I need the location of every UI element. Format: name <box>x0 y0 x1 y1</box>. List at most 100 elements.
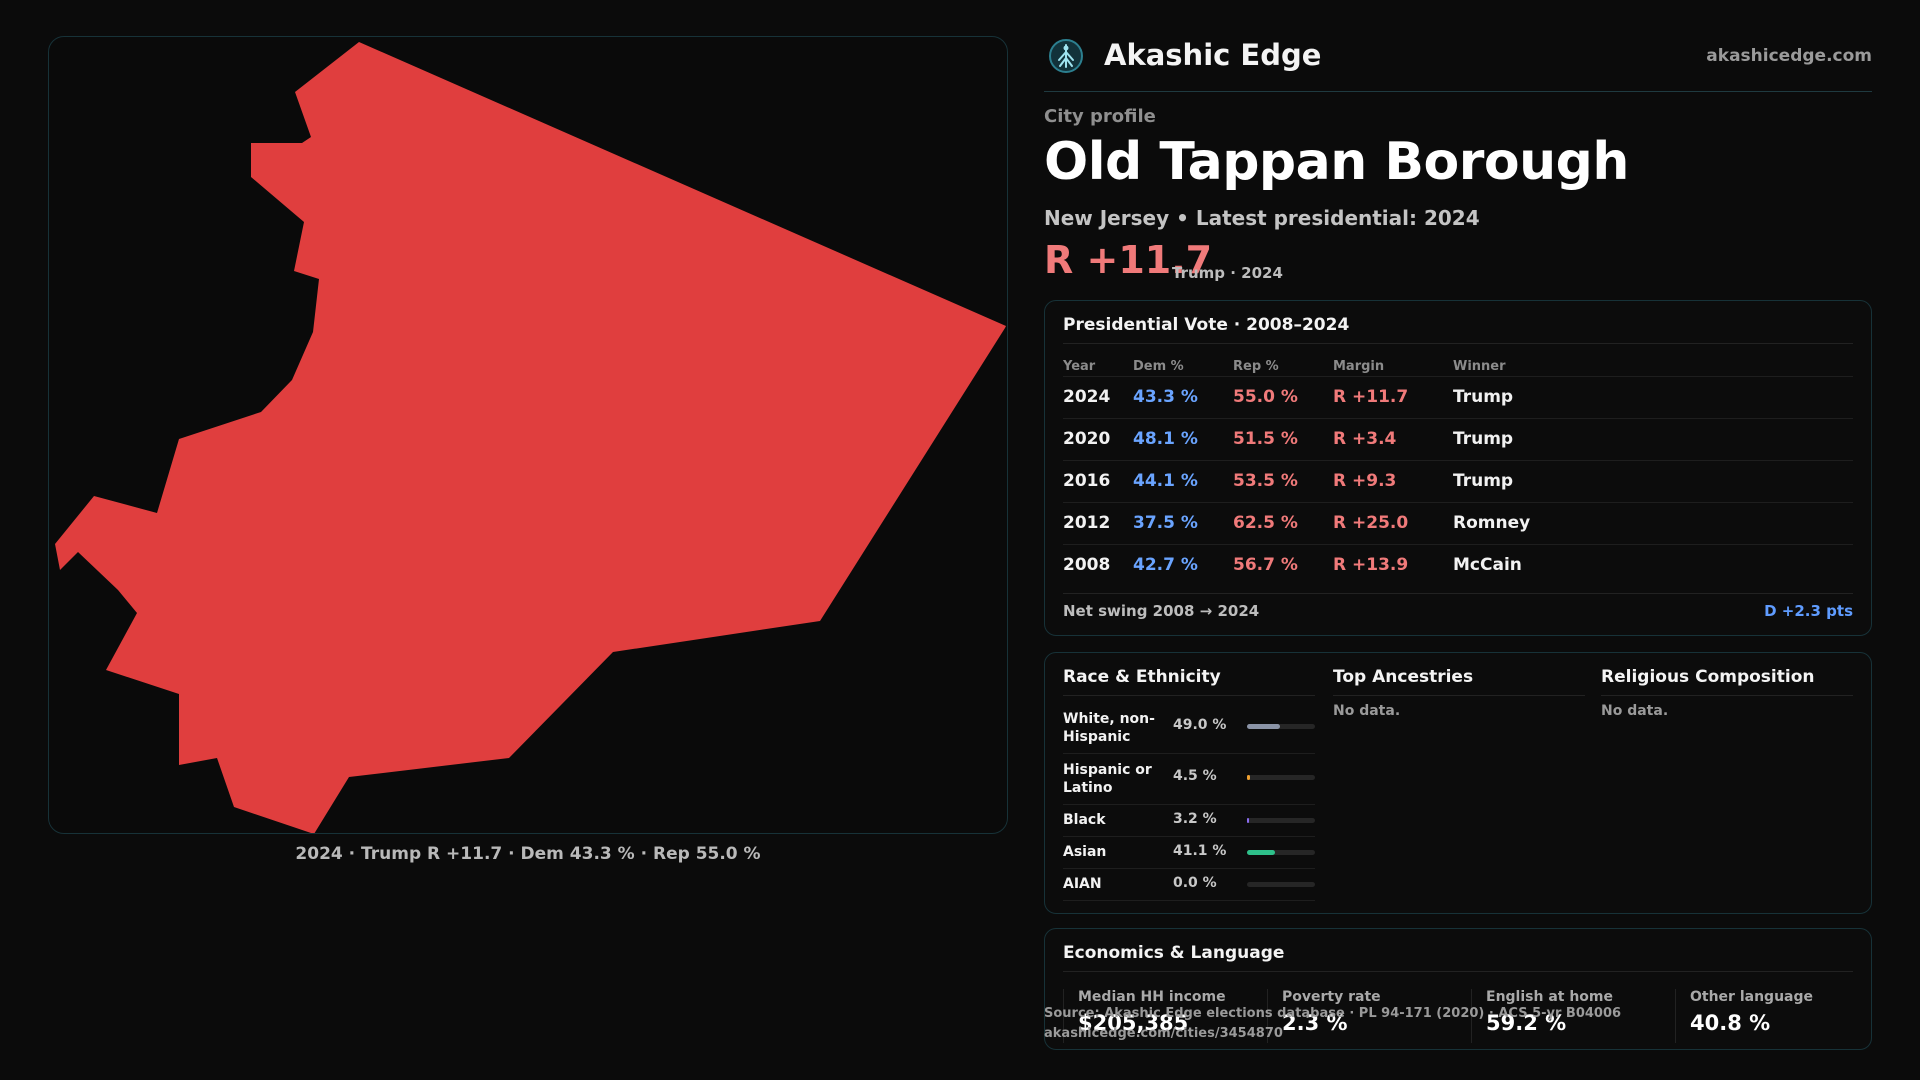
race-bar-track <box>1247 775 1315 780</box>
vote-table-body: 2024 43.3 % 55.0 % R +11.7 Trump 2020 48… <box>1063 376 1853 586</box>
borough-boundary-shape[interactable] <box>55 42 1006 834</box>
divider <box>1601 695 1853 696</box>
net-swing-value: D +2.3 pts <box>1764 602 1853 620</box>
cell-dem: 37.5 % <box>1133 513 1198 533</box>
cell-rep: 51.5 % <box>1233 429 1298 449</box>
card-title: Presidential Vote · 2008–2024 <box>1063 315 1350 335</box>
divider <box>1063 695 1315 696</box>
stat-value: 40.8 % <box>1690 1011 1771 1035</box>
cell-year: 2016 <box>1063 471 1111 491</box>
race-bar-track <box>1247 818 1315 823</box>
divider <box>1333 695 1585 696</box>
headline-margin: R +11.7 <box>1044 238 1213 282</box>
race-value: 41.1 % <box>1173 843 1227 859</box>
section-title: Race & Ethnicity <box>1063 667 1221 687</box>
net-swing-label: Net swing 2008 → 2024 <box>1063 602 1260 620</box>
economics-grid: Median HH income $205,385 Poverty rate 2… <box>1063 981 1853 1043</box>
card-title: Economics & Language <box>1063 943 1285 963</box>
stat-label: English at home <box>1486 989 1614 1005</box>
race-bar-track <box>1247 724 1315 729</box>
empty-state: No data. <box>1333 703 1401 719</box>
page-subtitle: New Jersey • Latest presidential: 2024 <box>1044 206 1480 230</box>
cell-winner: Trump <box>1453 471 1514 491</box>
race-label: Black <box>1063 812 1106 828</box>
table-row: 2016 44.1 % 53.5 % R +9.3 Trump <box>1063 460 1853 502</box>
race-label: AIAN <box>1063 876 1102 892</box>
source-text: Source: Akashic Edge elections database … <box>1044 1006 1622 1021</box>
cell-dem: 44.1 % <box>1133 471 1198 491</box>
cell-winner: Trump <box>1453 429 1514 449</box>
religious-composition-section: Religious Composition No data. <box>1601 653 1853 915</box>
cell-margin: R +3.4 <box>1333 429 1397 449</box>
source-footnote: Source: Akashic Edge elections database … <box>1044 1004 1621 1044</box>
brand-header: Akashic Edge akashicedge.com <box>1044 34 1872 92</box>
race-value: 0.0 % <box>1173 875 1217 891</box>
cell-rep: 53.5 % <box>1233 471 1298 491</box>
race-value: 49.0 % <box>1173 717 1227 733</box>
race-label: Asian <box>1063 844 1107 860</box>
cell-dem: 43.3 % <box>1133 387 1198 407</box>
cell-margin: R +11.7 <box>1333 387 1409 407</box>
page-title: Old Tappan Borough <box>1044 132 1629 192</box>
race-row: Black 3.2 % <box>1063 805 1315 837</box>
stat-english-at-home: English at home 59.2 % <box>1471 989 1671 1043</box>
cell-year: 2024 <box>1063 387 1111 407</box>
table-row: 2008 42.7 % 56.7 % R +13.9 McCain <box>1063 544 1853 586</box>
cell-dem: 42.7 % <box>1133 555 1198 575</box>
stat-label: Poverty rate <box>1282 989 1381 1005</box>
col-header-rep: Rep % <box>1233 359 1279 374</box>
race-label: White, non-Hispanic <box>1063 711 1155 745</box>
divider <box>1063 343 1853 344</box>
stat-other-language: Other language 40.8 % <box>1675 989 1875 1043</box>
section-title: Top Ancestries <box>1333 667 1474 687</box>
cell-margin: R +25.0 <box>1333 513 1409 533</box>
cell-year: 2008 <box>1063 555 1111 575</box>
stat-value: $205,385 <box>1078 1011 1189 1035</box>
race-bar-fill <box>1247 850 1275 855</box>
stat-value: 2.3 % <box>1282 1011 1348 1035</box>
race-bar-track <box>1247 882 1315 887</box>
race-row: Asian 41.1 % <box>1063 837 1315 869</box>
race-bar-fill <box>1247 818 1250 823</box>
race-bar-fill <box>1247 775 1251 780</box>
race-value: 4.5 % <box>1173 768 1217 784</box>
cell-dem: 48.1 % <box>1133 429 1198 449</box>
col-header-year: Year <box>1063 359 1096 374</box>
col-header-winner: Winner <box>1453 359 1506 374</box>
cell-year: 2012 <box>1063 513 1111 533</box>
table-row: 2012 37.5 % 62.5 % R +25.0 Romney <box>1063 502 1853 544</box>
top-ancestries-section: Top Ancestries No data. <box>1333 653 1585 915</box>
race-row: AIAN 0.0 % <box>1063 869 1315 901</box>
cell-winner: McCain <box>1453 555 1522 575</box>
race-bar-track <box>1247 850 1315 855</box>
cell-rep: 55.0 % <box>1233 387 1298 407</box>
borough-map <box>55 42 1006 834</box>
cell-rep: 56.7 % <box>1233 555 1298 575</box>
cell-margin: R +9.3 <box>1333 471 1397 491</box>
akashic-tree-icon <box>1049 39 1083 73</box>
col-header-dem: Dem % <box>1133 359 1184 374</box>
cell-winner: Romney <box>1453 513 1531 533</box>
brand-url-link[interactable]: akashicedge.com <box>1706 46 1872 66</box>
map-panel <box>48 36 1008 834</box>
divider <box>1063 971 1853 972</box>
stat-label: Other language <box>1690 989 1813 1005</box>
presidential-vote-card: Presidential Vote · 2008–2024 Year Dem %… <box>1044 300 1872 636</box>
cell-rep: 62.5 % <box>1233 513 1298 533</box>
stat-poverty-rate: Poverty rate 2.3 % <box>1267 989 1467 1043</box>
stat-value: 59.2 % <box>1486 1011 1567 1035</box>
headline-margin-detail: Trump · 2024 <box>1172 264 1283 282</box>
page-eyebrow: City profile <box>1044 106 1156 127</box>
cell-year: 2020 <box>1063 429 1111 449</box>
stat-label: Median HH income <box>1078 989 1226 1005</box>
race-row: Hispanic or Latino 4.5 % <box>1063 754 1315 805</box>
race-ethnicity-section: Race & Ethnicity White, non-Hispanic 49.… <box>1063 653 1315 915</box>
source-url-link[interactable]: akashicedge.com/cities/3454870 <box>1044 1026 1283 1041</box>
cell-margin: R +13.9 <box>1333 555 1409 575</box>
empty-state: No data. <box>1601 703 1669 719</box>
col-header-margin: Margin <box>1333 359 1385 374</box>
race-row: White, non-Hispanic 49.0 % <box>1063 703 1315 754</box>
stat-median-income: Median HH income $205,385 <box>1063 989 1263 1043</box>
table-row: 2024 43.3 % 55.0 % R +11.7 Trump <box>1063 376 1853 418</box>
race-value: 3.2 % <box>1173 811 1217 827</box>
